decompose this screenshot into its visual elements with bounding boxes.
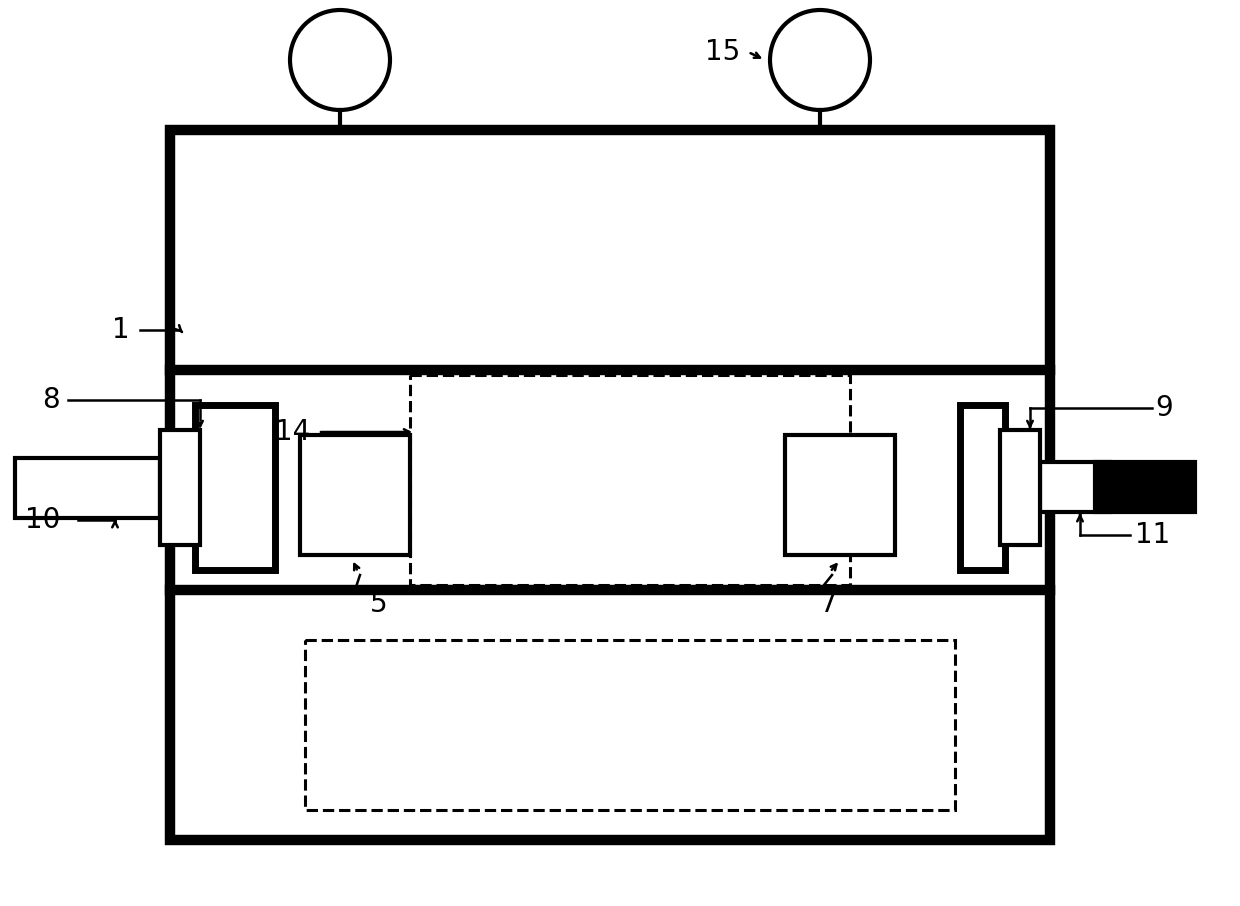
Bar	[15, 458, 160, 518]
Bar	[960, 405, 1004, 570]
Bar	[300, 435, 410, 555]
Bar	[785, 435, 895, 555]
Text: 8: 8	[42, 386, 60, 414]
Bar	[160, 430, 200, 545]
Text: 9: 9	[1154, 394, 1173, 422]
Bar	[195, 405, 275, 570]
Text: 10: 10	[25, 506, 60, 534]
Text: 11: 11	[1135, 521, 1171, 549]
Text: 14: 14	[275, 418, 310, 446]
Bar	[410, 375, 849, 585]
Bar	[170, 130, 1050, 840]
Text: 1: 1	[113, 316, 130, 344]
Text: 5: 5	[370, 590, 388, 618]
Bar	[1095, 462, 1195, 512]
Text: 15: 15	[704, 38, 740, 66]
Text: 7: 7	[820, 590, 838, 618]
Bar	[1040, 462, 1110, 512]
Bar	[305, 640, 955, 810]
Bar	[999, 430, 1040, 545]
